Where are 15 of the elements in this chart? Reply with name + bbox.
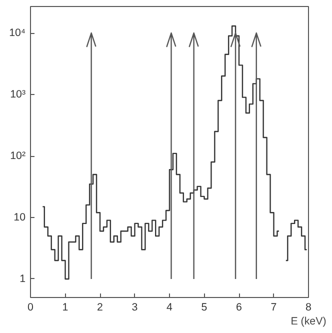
x-tick-label: 5 [201, 302, 208, 314]
x-tick-label: 0 [28, 302, 34, 314]
y-tick-label: 10⁴ [9, 27, 26, 40]
x-tick-label: 7 [270, 302, 277, 314]
x-tick-label: 6 [236, 302, 242, 314]
x-tick-label: 8 [306, 302, 312, 314]
x-tick-label: 1 [62, 302, 68, 314]
y-tick-label: 10³ [10, 88, 26, 101]
x-tick-label: 4 [166, 302, 173, 314]
x-tick-label: 3 [132, 302, 138, 314]
y-tick-label: 10 [14, 212, 26, 224]
y-tick-label: 1 [20, 272, 26, 285]
x-axis-title: E (keV) [290, 316, 326, 328]
x-tick-label: 2 [97, 302, 104, 314]
y-tick-label: 10² [10, 150, 26, 162]
